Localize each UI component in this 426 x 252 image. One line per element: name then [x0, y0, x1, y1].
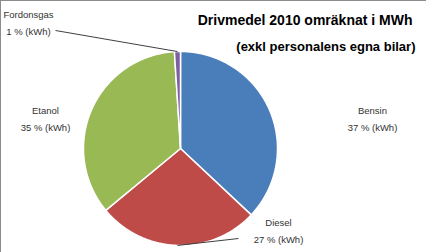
- svg-text:37 % (kWh): 37 % (kWh): [348, 122, 398, 133]
- svg-text:1 % (kWh): 1 % (kWh): [6, 26, 50, 37]
- svg-text:35 % (kWh): 35 % (kWh): [21, 122, 71, 133]
- svg-text:Drivmedel 2010 omräknat i MWh: Drivmedel 2010 omräknat i MWh: [198, 12, 413, 28]
- svg-text:27 % (kWh): 27 % (kWh): [254, 234, 304, 245]
- svg-text:Etanol: Etanol: [32, 105, 59, 116]
- svg-text:Bensin: Bensin: [358, 105, 387, 116]
- svg-text:Diesel: Diesel: [265, 217, 291, 228]
- svg-text:(exkl personalens egna bilar): (exkl personalens egna bilar): [236, 39, 415, 54]
- svg-text:Fordonsgas: Fordonsgas: [3, 9, 53, 20]
